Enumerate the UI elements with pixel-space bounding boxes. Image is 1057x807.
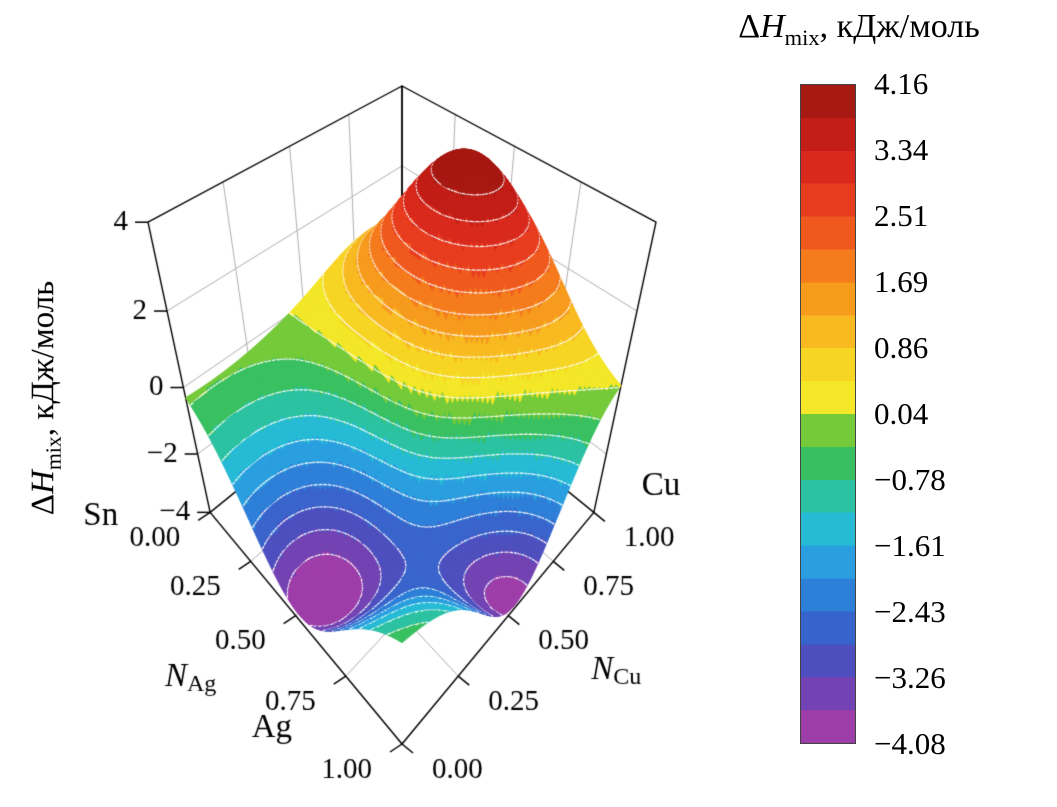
z-axis-title-symbol: H [25, 470, 62, 494]
z-axis-title-delta: Δ [25, 493, 62, 516]
colorbar-tick-label: 4.16 [874, 66, 929, 101]
colorbar-tick-label: 0.04 [874, 396, 929, 431]
colorbar-title: ΔHmix, кДж/моль [664, 8, 1054, 51]
colorbar-labels: 4.16 3.34 2.51 1.69 0.86 0.04 −0.78 −1.61 −2.43 −… [874, 67, 1044, 761]
colorbar-tick-label: −3.26 [874, 660, 946, 695]
colorbar-tick-label: −0.78 [874, 462, 946, 497]
colorbar-title-symbol: H [760, 8, 785, 45]
colorbar-tick-label: −1.61 [874, 528, 946, 563]
colorbar-title-subscript: mix [784, 24, 820, 50]
z-axis-title-subscript: mix [41, 436, 66, 471]
colorbar-title-delta: Δ [738, 8, 761, 45]
z-axis-title-units: , кДж/моль [25, 280, 62, 437]
z-axis-title-text: ΔHmix, кДж/моль [25, 281, 67, 515]
colorbar-tick-label: 3.34 [874, 132, 929, 167]
colorbar-tick-label: 2.51 [874, 198, 929, 233]
colorbar-tick-label: −2.43 [874, 594, 946, 629]
colorbar-tick-label: 1.69 [874, 264, 929, 299]
colorbar-tick-label: −4.08 [874, 726, 946, 761]
colorbar-tick-label: 0.86 [874, 330, 929, 365]
colorbar-title-units: , кДж/моль [819, 8, 980, 45]
colorbar-gradient [800, 84, 856, 744]
